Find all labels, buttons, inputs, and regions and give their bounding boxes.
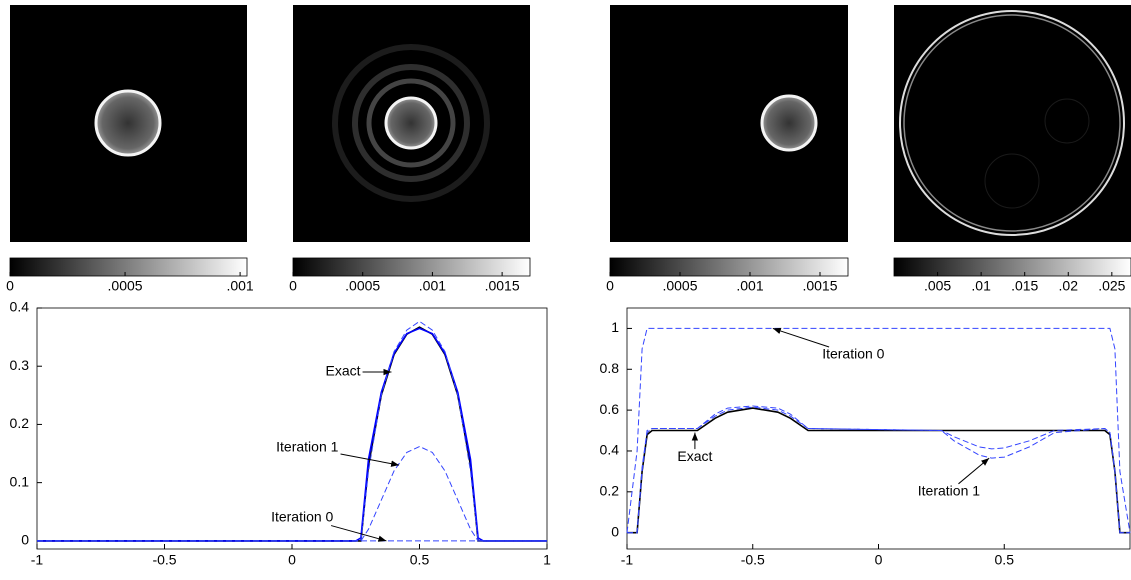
colorbar: [9, 257, 248, 277]
y-tick-label: 0.2: [10, 415, 30, 431]
y-tick-label: 0.2: [600, 483, 620, 499]
x-tick-label: -0.5: [152, 552, 176, 568]
colorbar-tick-label: .001: [736, 278, 763, 294]
x-tick-label: -1: [31, 552, 44, 568]
colorbar-tick-label: .025: [1098, 278, 1125, 294]
image-panel-3: [610, 5, 848, 242]
colorbar-tick-label: .0015: [802, 278, 837, 294]
image-panel-4: [894, 5, 1131, 242]
series-line: [627, 407, 1130, 534]
colorbar-tick-label: .02: [1059, 278, 1079, 294]
x-tick-label: 0: [288, 552, 296, 568]
y-tick-label: 0: [21, 532, 29, 548]
annotation-arrow: [330, 525, 387, 542]
annotation: Exact: [677, 448, 712, 464]
image-panel-2: [293, 5, 530, 242]
colorbar-tick-label: 0: [6, 278, 14, 294]
x-tick-label: 1: [543, 552, 551, 568]
annotation-arrow: [340, 453, 400, 467]
colorbar: [893, 257, 1131, 277]
colorbar-tick-label: .001: [419, 278, 446, 294]
y-tick-label: 0.1: [10, 473, 30, 489]
y-tick-label: 0: [611, 523, 619, 539]
x-tick-label: 0.5: [410, 552, 430, 568]
y-tick-label: 0.8: [600, 360, 620, 376]
y-tick-label: 1: [611, 319, 619, 335]
x-tick-label: 0.5: [995, 552, 1015, 568]
annotation: Iteration 0: [822, 346, 884, 362]
series-line: [37, 445, 547, 542]
y-tick-label: 0.4: [600, 442, 620, 458]
y-tick-label: 0.6: [600, 401, 620, 417]
annotation: Iteration 0: [271, 508, 333, 524]
x-tick-label: 0: [875, 552, 883, 568]
colorbar-tick-label: .0015: [485, 278, 520, 294]
annotation-arrow: [958, 457, 990, 485]
annotation: Exact: [325, 363, 360, 379]
annotation: Iteration 1: [918, 483, 980, 499]
colorbar-tick-label: .001: [226, 278, 253, 294]
image-panel-1: [10, 5, 247, 242]
series-line: [37, 320, 547, 542]
y-tick-label: 0.4: [10, 299, 30, 315]
colorbar-tick-label: .0005: [108, 278, 143, 294]
y-tick-label: 0.3: [10, 357, 30, 373]
colorbar-tick-label: .0005: [345, 278, 380, 294]
colorbar-tick-label: 0: [289, 278, 297, 294]
series-line: [626, 327, 1131, 533]
annotation: Iteration 1: [276, 438, 338, 454]
annotation-arrow: [772, 327, 830, 348]
colorbar-tick-label: .015: [1011, 278, 1038, 294]
series-line: [37, 327, 547, 542]
colorbar: [609, 257, 849, 277]
colorbar-tick-label: .005: [924, 278, 951, 294]
series-line: [627, 405, 1130, 534]
x-tick-label: -1: [621, 552, 634, 568]
colorbar: [292, 257, 531, 277]
x-tick-label: -0.5: [741, 552, 765, 568]
plot-frame: [626, 307, 1131, 550]
colorbar-tick-label: .0005: [662, 278, 697, 294]
colorbar-tick-label: .01: [971, 278, 991, 294]
colorbar-tick-label: 0: [606, 278, 614, 294]
